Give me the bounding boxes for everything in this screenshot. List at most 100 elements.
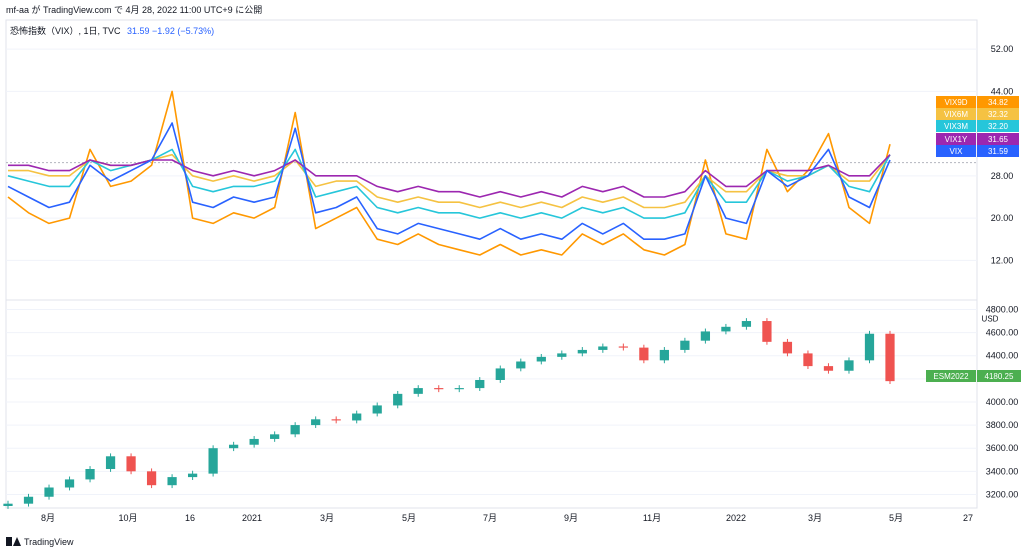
badge-value-text: 31.65 <box>988 135 1009 144</box>
candle-body <box>23 496 34 504</box>
time-tick-label: 8月 <box>41 513 55 523</box>
badge-value-vix6m <box>977 108 1019 120</box>
candle-body <box>803 353 813 367</box>
footer-brand: TradingView <box>24 536 74 547</box>
candle-body <box>823 366 834 371</box>
vix-tick-label: 28.00 <box>991 171 1014 181</box>
candle-body <box>249 438 259 445</box>
candle-body <box>105 456 116 470</box>
es-tick-label: 4800.00 <box>986 304 1019 314</box>
time-tick-label: 2022 <box>726 513 746 523</box>
es-candles <box>3 318 895 509</box>
badge-name-vix9d <box>936 96 976 108</box>
candle-body <box>311 419 321 426</box>
es-price-axis: 4800.004600.004400.004200.004000.003800.… <box>982 304 1019 499</box>
badge-name-text: ESM2022 <box>933 372 969 381</box>
time-tick-label: 9月 <box>564 513 578 523</box>
time-tick-label: 10月 <box>118 513 137 523</box>
chart-canvas[interactable]: 52.00 44.00 28.00 20.00 12.00 4800.00 4600.00… <box>0 0 1024 530</box>
candle-body <box>331 419 341 421</box>
candle-body <box>208 448 218 474</box>
candle-body <box>290 425 300 435</box>
candle-body <box>352 413 362 421</box>
time-tick-label: 5月 <box>402 513 416 523</box>
candle-body <box>864 333 875 361</box>
time-tick-label: 16 <box>185 513 195 523</box>
badge-value-esm2022 <box>977 370 1021 382</box>
candle-body <box>85 469 95 480</box>
vix-tick-label: 44.00 <box>991 86 1014 96</box>
candle-body <box>700 331 711 341</box>
es-tick-label: 3800.00 <box>986 420 1019 430</box>
time-tick-label: 11月 <box>643 513 661 523</box>
badge-value-vix1y <box>977 133 1019 145</box>
candle-body <box>762 321 772 342</box>
candle-body <box>187 473 198 478</box>
candle-body <box>454 388 464 390</box>
candle-body <box>44 487 54 497</box>
candle-body <box>413 388 423 394</box>
candle-body <box>146 471 157 486</box>
vix-lines <box>7 90 891 256</box>
badge-name-vix1y <box>936 133 976 145</box>
candle-body <box>680 340 690 350</box>
candle-body <box>3 503 13 506</box>
vix-tick-label: 12.00 <box>991 255 1014 265</box>
vix-price-axis: 52.00 44.00 28.00 20.00 12.00 <box>991 44 1014 265</box>
candle-body <box>434 388 444 390</box>
legend-symbol: 恐怖指数（VIX）, 1日, TVC <box>10 26 121 36</box>
candle-body <box>516 361 526 369</box>
candle-body <box>844 360 854 371</box>
badge-value-text: 32.32 <box>988 110 1009 119</box>
vix-grid <box>6 48 977 261</box>
candle-body <box>64 479 75 488</box>
candle-body <box>167 477 177 486</box>
badge-name-text: VIX6M <box>944 110 968 119</box>
candle-body <box>741 321 752 327</box>
candle-body <box>782 341 793 354</box>
time-axis: 8月 10月 16 2021 3月 5月 7月 9月 11月 2022 3月 5月 27 <box>41 513 973 523</box>
badge-name-text: VIX1Y <box>945 135 968 144</box>
badge-name-text: VIX <box>950 147 964 156</box>
badge-value-text: 4180.25 <box>985 372 1014 381</box>
chart-legend: 恐怖指数（VIX）, 1日, TVC 31.59 −1.92 (−5.73%) <box>10 24 214 37</box>
es-tick-label: 3200.00 <box>986 489 1019 499</box>
series-line-vix[interactable] <box>7 122 891 240</box>
series-line-vix1y[interactable] <box>8 154 891 198</box>
es-tick-label: 4000.00 <box>986 397 1019 407</box>
candle-body <box>229 444 239 449</box>
badge-value-vix3m <box>977 120 1019 132</box>
es-unit-label: USD <box>982 315 999 324</box>
legend-values: 31.59 −1.92 (−5.73%) <box>127 26 215 36</box>
badge-name-vix <box>936 145 976 157</box>
vix-tick-label: 52.00 <box>991 44 1014 54</box>
time-tick-label: 2021 <box>242 513 262 523</box>
candle-body <box>126 456 136 472</box>
badge-value-text: 34.82 <box>988 98 1009 107</box>
candle-body <box>598 346 608 350</box>
tradingview-logo-icon <box>6 537 21 546</box>
series-line-vix3m[interactable] <box>7 148 891 219</box>
candle-body <box>393 393 403 406</box>
candle-body <box>721 326 731 332</box>
badge-name-vix6m <box>936 108 976 120</box>
candle-body <box>618 346 628 348</box>
time-tick-label: 7月 <box>483 513 497 523</box>
badge-name-text: VIX3M <box>944 122 968 131</box>
candle-body <box>536 356 546 362</box>
candle-body <box>885 333 895 382</box>
time-tick-label: 3月 <box>320 513 334 523</box>
candle-body <box>270 434 280 439</box>
time-tick-label: 27 <box>963 513 973 523</box>
es-grid <box>6 308 977 495</box>
candle-body <box>372 405 382 414</box>
es-tick-label: 4600.00 <box>986 328 1019 338</box>
time-tick-label: 5月 <box>889 513 903 523</box>
badge-name-esm2022 <box>926 370 976 382</box>
badge-name-text: VIX9D <box>944 98 967 107</box>
last-value-badges: VIX9D 34.82 VIX6M 32.32 VIX3M 32.20 VIX1Y 31.65… <box>926 96 1021 382</box>
candle-body <box>639 347 649 361</box>
badge-value-text: 32.20 <box>988 122 1009 131</box>
badge-value-vix9d <box>977 96 1019 108</box>
badge-name-vix3m <box>936 120 976 132</box>
